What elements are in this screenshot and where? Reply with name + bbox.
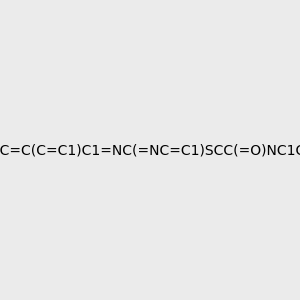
Text: ClC1=CC=C(C=C1)C1=NC(=NC=C1)SCC(=O)NC1CCCCC1: ClC1=CC=C(C=C1)C1=NC(=NC=C1)SCC(=O)NC1CC… [0,143,300,157]
